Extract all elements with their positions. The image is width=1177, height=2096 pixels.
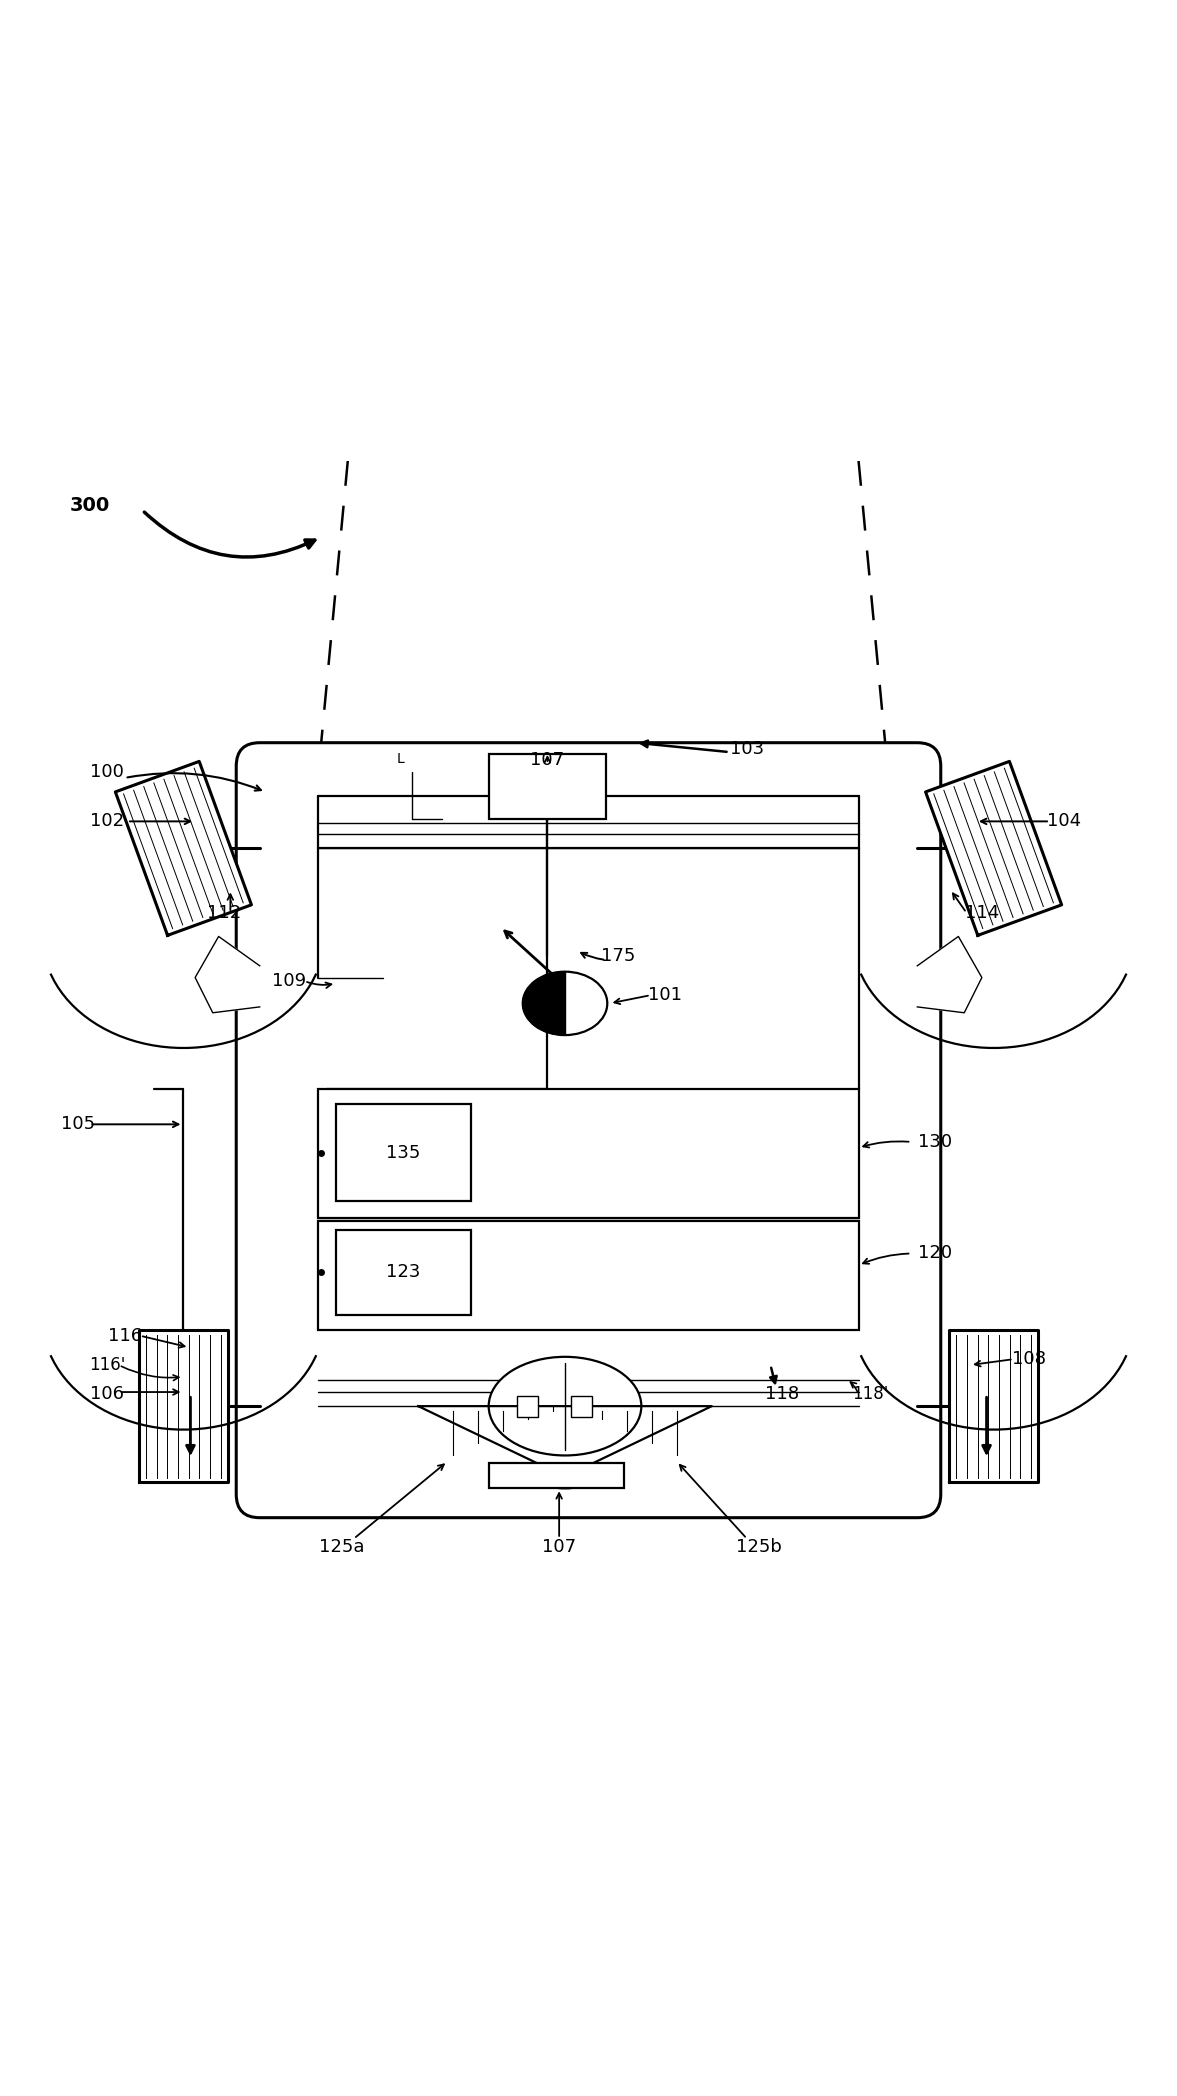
Polygon shape [115, 761, 252, 935]
Text: 114: 114 [965, 903, 999, 922]
Polygon shape [139, 1329, 228, 1482]
Text: L: L [397, 752, 405, 767]
Text: 102: 102 [89, 813, 124, 830]
Text: 104: 104 [1048, 813, 1082, 830]
Text: 116': 116' [89, 1356, 125, 1375]
Text: 125b: 125b [736, 1538, 782, 1555]
Bar [517, 1396, 538, 1417]
Text: 116: 116 [107, 1327, 141, 1346]
FancyBboxPatch shape [237, 742, 940, 1518]
Text: 123: 123 [386, 1264, 420, 1281]
Text: 105: 105 [61, 1115, 95, 1134]
Text: 103: 103 [730, 740, 764, 757]
Bar [488, 1463, 624, 1488]
Text: 107: 107 [531, 750, 565, 769]
Polygon shape [523, 973, 565, 1035]
Bar [488, 755, 606, 820]
Polygon shape [195, 937, 260, 1012]
Polygon shape [949, 1329, 1038, 1482]
Polygon shape [418, 1406, 712, 1476]
Text: 135: 135 [386, 1144, 420, 1161]
Text: 112: 112 [207, 903, 241, 922]
Polygon shape [925, 761, 1062, 935]
Text: 125a: 125a [319, 1538, 365, 1555]
Text: 175: 175 [600, 947, 636, 966]
Text: 118: 118 [765, 1385, 799, 1404]
Bar [337, 1105, 471, 1201]
Text: 107: 107 [543, 1538, 577, 1555]
Text: 118': 118' [852, 1385, 889, 1404]
Ellipse shape [488, 1356, 641, 1455]
Text: 130: 130 [918, 1134, 952, 1151]
Text: 101: 101 [647, 985, 681, 1004]
Text: 106: 106 [91, 1385, 124, 1404]
Bar [319, 1090, 858, 1218]
Polygon shape [917, 937, 982, 1012]
Ellipse shape [523, 973, 607, 1035]
Text: 100: 100 [91, 763, 124, 782]
Text: 300: 300 [69, 497, 109, 516]
Bar [319, 1220, 858, 1329]
Bar [337, 1230, 471, 1314]
Text: 109: 109 [272, 973, 306, 989]
Text: 108: 108 [1012, 1350, 1046, 1369]
Bar [571, 1396, 592, 1417]
Text: 120: 120 [918, 1245, 952, 1262]
